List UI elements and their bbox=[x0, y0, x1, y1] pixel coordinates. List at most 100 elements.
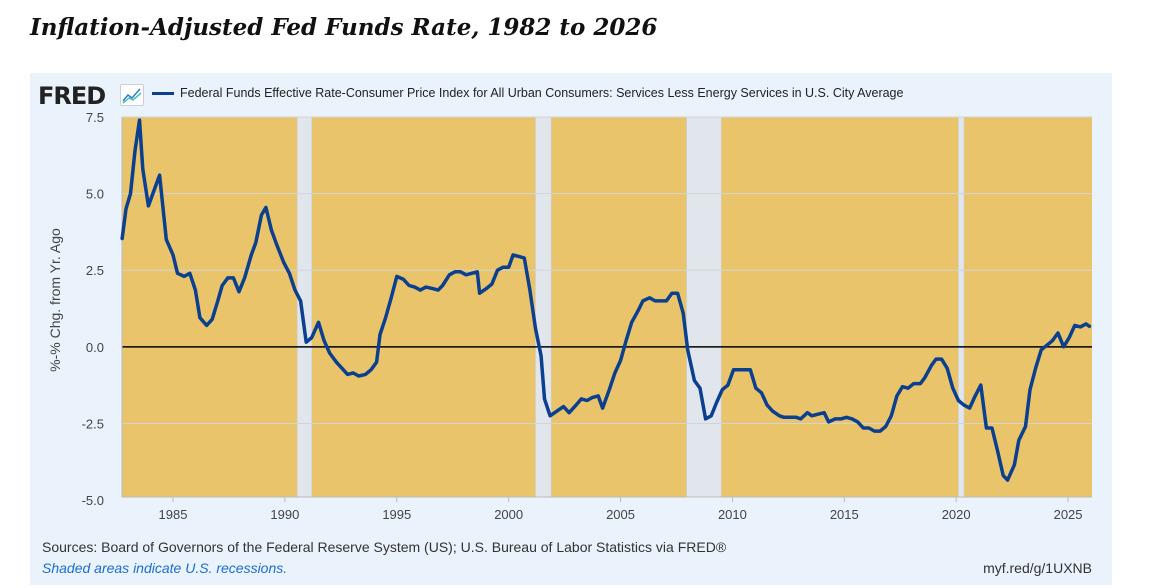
data-point bbox=[851, 418, 853, 420]
x-tick-label: 1990 bbox=[270, 507, 299, 522]
data-point bbox=[147, 205, 150, 207]
data-point bbox=[699, 387, 701, 390]
data-point bbox=[568, 411, 570, 414]
data-point bbox=[1062, 346, 1065, 348]
x-tick-label: 1995 bbox=[382, 507, 411, 522]
data-point bbox=[194, 289, 197, 291]
data-point bbox=[199, 316, 201, 319]
data-point bbox=[856, 421, 859, 423]
data-point bbox=[979, 384, 982, 386]
data-point bbox=[172, 254, 174, 256]
data-point bbox=[227, 277, 229, 279]
data-point bbox=[408, 284, 410, 287]
data-point bbox=[562, 405, 565, 408]
data-point bbox=[665, 300, 668, 302]
data-point bbox=[766, 404, 768, 406]
data-point bbox=[134, 149, 136, 152]
x-tick-label: 2010 bbox=[718, 507, 747, 522]
data-point bbox=[946, 367, 949, 370]
legend-label: Federal Funds Effective Rate-Consumer Pr… bbox=[180, 86, 904, 100]
data-point bbox=[402, 278, 405, 281]
data-point bbox=[129, 192, 132, 195]
data-point bbox=[465, 274, 467, 276]
data-point bbox=[642, 300, 644, 302]
data-point bbox=[1068, 336, 1070, 339]
data-point bbox=[912, 382, 915, 385]
data-point bbox=[341, 367, 343, 370]
recession-band bbox=[296, 116, 313, 498]
data-point bbox=[425, 286, 427, 288]
data-point bbox=[957, 399, 960, 402]
data-point bbox=[586, 399, 588, 402]
data-point bbox=[630, 321, 633, 324]
y-tick-label: -2.5 bbox=[82, 416, 104, 431]
chart-legend: Federal Funds Effective Rate-Consumer Pr… bbox=[152, 86, 903, 100]
data-point bbox=[299, 300, 302, 302]
data-point bbox=[540, 355, 542, 357]
data-point bbox=[834, 418, 837, 420]
y-tick-label: 5.0 bbox=[86, 187, 104, 202]
data-point bbox=[940, 358, 943, 360]
data-point bbox=[727, 384, 729, 386]
page-title: Inflation-Adjusted Fed Funds Rate, 1982 … bbox=[30, 14, 658, 41]
data-point bbox=[637, 309, 640, 311]
data-point bbox=[1057, 332, 1059, 334]
data-point bbox=[138, 119, 141, 121]
y-tick-label: 7.5 bbox=[86, 110, 104, 125]
data-point bbox=[517, 255, 520, 258]
data-point bbox=[165, 238, 168, 241]
data-point bbox=[907, 387, 909, 390]
data-point bbox=[317, 321, 320, 324]
fred-logo[interactable]: FRED bbox=[38, 82, 106, 110]
data-point bbox=[238, 290, 240, 293]
data-point bbox=[250, 254, 253, 256]
data-point bbox=[732, 369, 735, 371]
x-tick-label: 2020 bbox=[942, 507, 971, 522]
data-point bbox=[232, 277, 235, 279]
data-point bbox=[930, 364, 933, 367]
data-point bbox=[868, 427, 870, 429]
x-tick-label: 2000 bbox=[494, 507, 523, 522]
data-point bbox=[811, 414, 813, 417]
data-point bbox=[660, 300, 662, 302]
data-point bbox=[216, 300, 219, 302]
data-point bbox=[543, 398, 546, 400]
data-point bbox=[478, 292, 481, 295]
legend-swatch bbox=[152, 91, 174, 95]
data-point bbox=[211, 318, 213, 321]
data-point bbox=[1034, 367, 1037, 370]
short-url[interactable]: myf.red/g/1UXNB bbox=[983, 560, 1092, 576]
data-point bbox=[879, 430, 881, 432]
data-point bbox=[270, 229, 273, 232]
y-tick-label: -5.0 bbox=[82, 493, 104, 508]
data-point bbox=[255, 241, 257, 244]
data-point bbox=[121, 238, 123, 241]
data-point bbox=[431, 287, 434, 290]
data-point bbox=[555, 410, 558, 412]
data-point bbox=[952, 387, 954, 390]
data-point bbox=[496, 269, 499, 272]
data-point bbox=[608, 388, 611, 391]
data-point bbox=[654, 300, 657, 302]
data-point bbox=[459, 270, 462, 273]
data-point bbox=[996, 450, 999, 452]
data-point bbox=[549, 414, 551, 417]
data-point bbox=[743, 369, 746, 371]
recession-band bbox=[686, 116, 722, 498]
data-point bbox=[580, 398, 583, 400]
data-point bbox=[721, 388, 724, 391]
data-point bbox=[142, 168, 144, 170]
chart-line-icon bbox=[120, 84, 144, 106]
data-point bbox=[395, 275, 398, 278]
data-point bbox=[288, 272, 291, 275]
data-point bbox=[738, 369, 740, 371]
data-point bbox=[901, 385, 904, 388]
data-point bbox=[884, 425, 887, 428]
y-tick-label: 0.0 bbox=[86, 340, 104, 355]
data-point bbox=[476, 270, 479, 273]
data-point bbox=[896, 395, 898, 397]
data-point bbox=[379, 333, 381, 336]
data-point bbox=[512, 254, 514, 256]
data-point bbox=[771, 410, 774, 412]
